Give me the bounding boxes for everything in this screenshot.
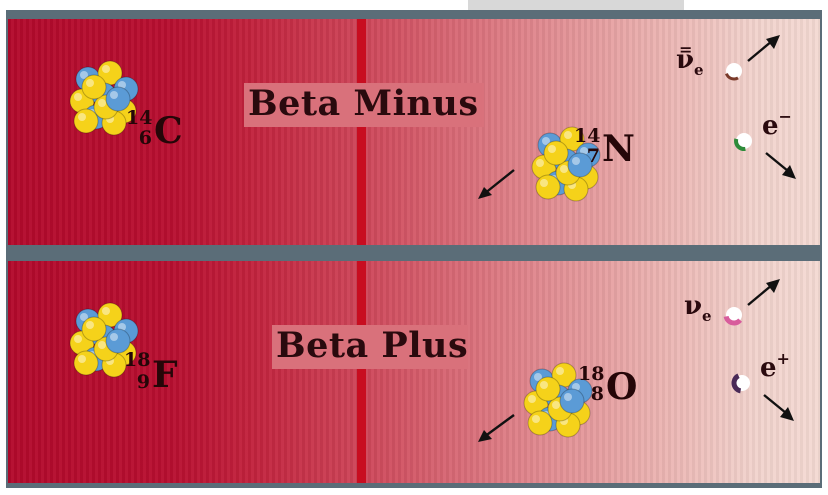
- carbon-nucleus-icon: [69, 60, 139, 136]
- oxygen-nucleus-icon: [523, 362, 593, 438]
- oxygen-symbol: O: [606, 366, 638, 408]
- nitrogen-nucleus-icon: [531, 126, 601, 202]
- fluorine-symbol: F: [152, 354, 178, 396]
- positron-symbol: e: [760, 353, 777, 383]
- title-backing: [272, 325, 468, 369]
- recoil-arrow-icon: [478, 414, 515, 442]
- beta-plus-title: Beta Plus: [276, 325, 469, 366]
- antineutrino-bar: =: [679, 40, 693, 59]
- antineutrino-label: = νe: [676, 40, 704, 80]
- electron-particle-icon: [734, 131, 796, 179]
- antineutrino-symbol: ν: [676, 45, 695, 75]
- neutrino-label: νe: [684, 291, 712, 325]
- carbon-mass-number: 14: [126, 107, 153, 129]
- nitrogen-atomic-number: 7: [586, 145, 600, 167]
- nitrogen-mass-number: 14: [574, 125, 601, 147]
- oxygen-mass-number: 18: [578, 363, 605, 385]
- positron-particle-icon: [731, 372, 794, 421]
- neutrino-subscript: e: [702, 307, 712, 325]
- antineutrino-particle-icon: [724, 35, 780, 81]
- top-tab: [468, 0, 684, 10]
- carbon-atomic-number: 6: [138, 127, 152, 149]
- fluorine-nucleus-icon: [69, 302, 139, 378]
- antineutrino-subscript: e: [694, 61, 704, 79]
- oxygen-atomic-number: 8: [590, 383, 604, 405]
- fluorine-atomic-number: 9: [136, 371, 150, 393]
- electron-symbol: e: [762, 111, 779, 141]
- recoil-arrow-icon: [478, 169, 515, 199]
- neutrino-symbol: ν: [684, 291, 703, 321]
- beta-plus-panel: Beta Plus 18 9 F 18 8 O νe e+: [8, 261, 820, 483]
- nitrogen-symbol: N: [602, 128, 635, 170]
- panel-divider: [357, 261, 366, 483]
- fluorine-mass-number: 18: [124, 349, 151, 371]
- positron-label: e+: [760, 349, 790, 383]
- electron-label: e−: [762, 107, 792, 141]
- neutrino-particle-icon: [723, 279, 780, 326]
- carbon-symbol: C: [154, 110, 183, 152]
- positron-charge: +: [776, 349, 790, 368]
- beta-minus-title: Beta Minus: [248, 83, 479, 124]
- electron-charge: −: [778, 107, 792, 126]
- title-backing: [244, 83, 484, 127]
- panel-divider: [357, 19, 366, 245]
- beta-minus-panel: Beta Minus 14 6 C 14 7 N = νe e−: [8, 19, 820, 245]
